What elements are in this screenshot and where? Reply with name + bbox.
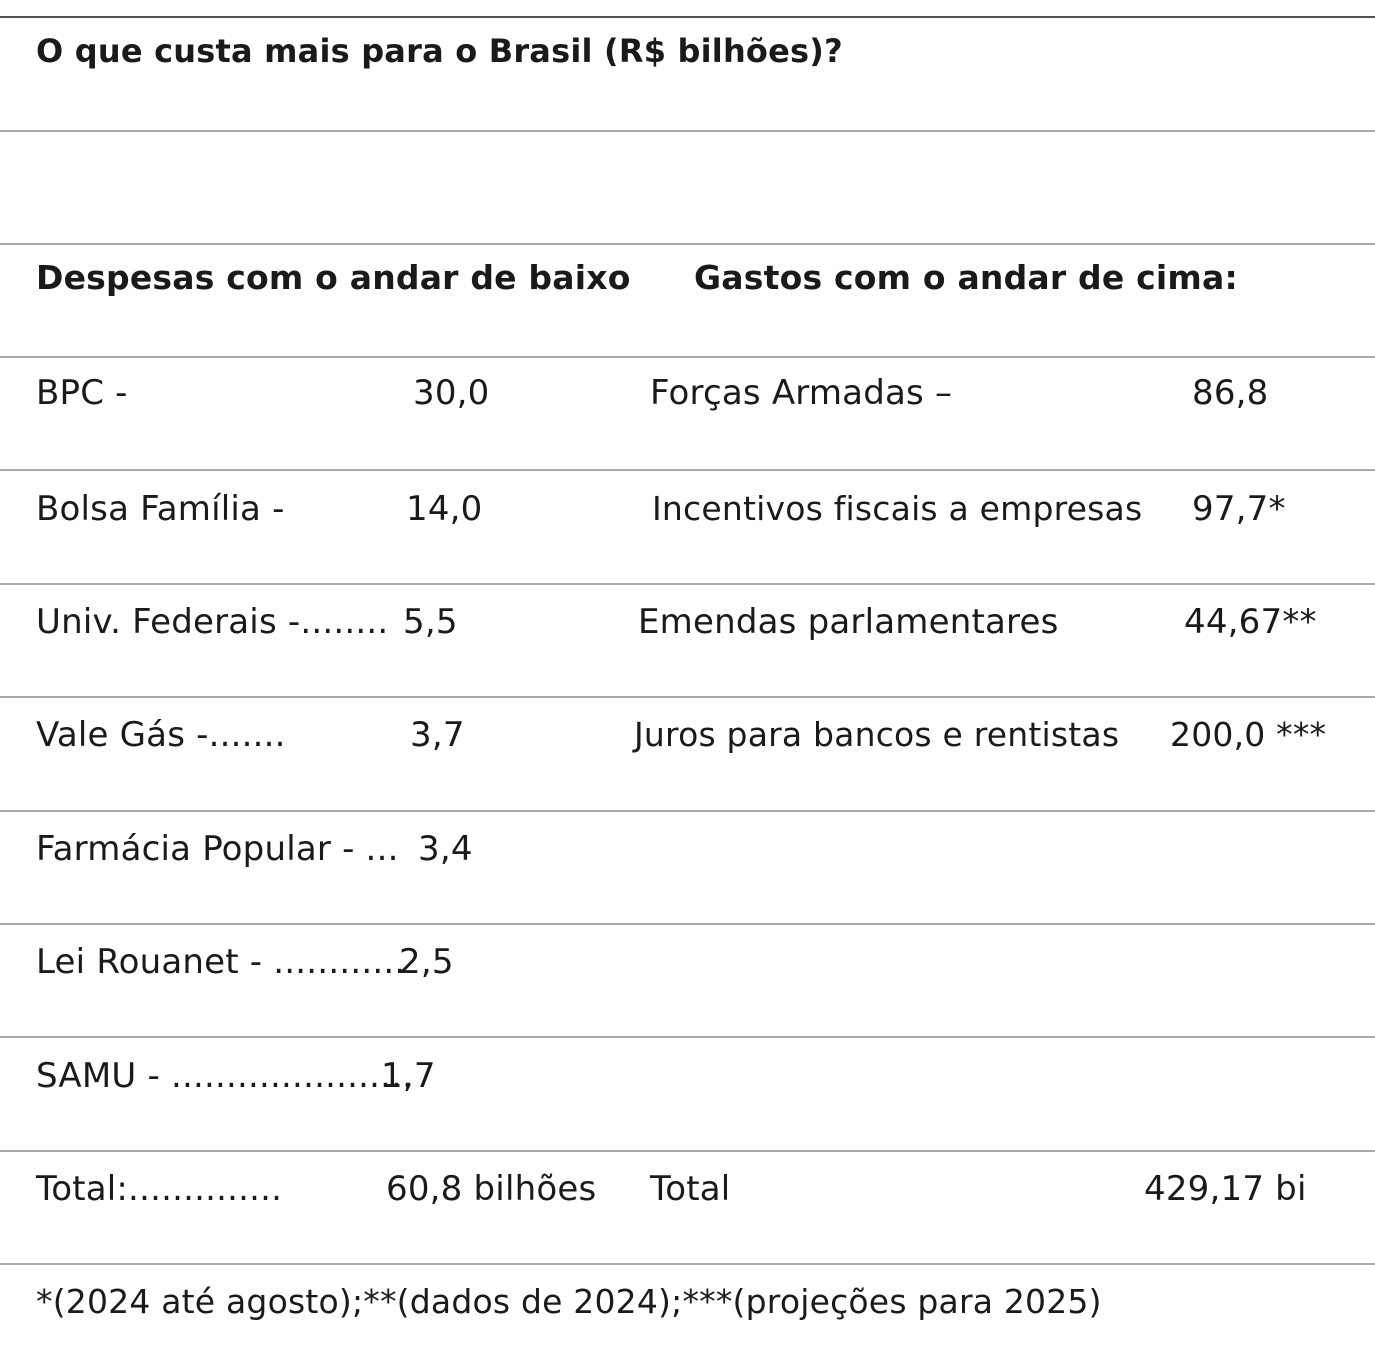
- row-label-left: BPC -: [36, 373, 128, 413]
- row-divider: [0, 243, 1375, 245]
- row-divider: [0, 130, 1375, 132]
- row-value-left: 3,4: [418, 829, 473, 869]
- row-value-left: 14,0: [406, 489, 483, 529]
- row-divider: [0, 1036, 1375, 1038]
- total-label-right: Total: [650, 1169, 731, 1209]
- column-header-right: Gastos com o andar de cima:: [694, 258, 1238, 297]
- row-label-left: Univ. Federais -........: [36, 602, 389, 642]
- row-value-right: 86,8: [1192, 373, 1269, 413]
- row-label-right: Forças Armadas –: [650, 373, 953, 413]
- row-label-right: Incentivos fiscais a empresas: [652, 489, 1143, 528]
- row-label-left: Farmácia Popular - ...: [36, 829, 399, 869]
- row-value-right: 44,67**: [1184, 602, 1317, 642]
- row-divider: [0, 1150, 1375, 1152]
- row-divider: [0, 1263, 1375, 1265]
- total-value-right: 429,17 bi: [1144, 1169, 1307, 1209]
- row-label-right: Emendas parlamentares: [638, 602, 1059, 642]
- column-header-left: Despesas com o andar de baixo: [36, 258, 631, 297]
- row-value-left: 2,5: [399, 942, 454, 982]
- table-border-top: [0, 16, 1375, 18]
- table-title: O que custa mais para o Brasil (R$ bilhõ…: [36, 32, 843, 70]
- row-divider: [0, 696, 1375, 698]
- footnote: *(2024 até agosto);**(dados de 2024);***…: [36, 1282, 1102, 1321]
- row-label-left: SAMU - ......................: [36, 1056, 414, 1096]
- row-label-left: Vale Gás -.......: [36, 715, 286, 755]
- row-value-right: 97,7*: [1192, 489, 1286, 529]
- row-value-left: 30,0: [413, 373, 490, 413]
- row-value-left: 3,7: [410, 715, 465, 755]
- row-divider: [0, 810, 1375, 812]
- total-value-left: 60,8 bilhões: [386, 1169, 597, 1209]
- row-value-left: 1,7: [381, 1056, 436, 1096]
- row-label-right: Juros para bancos e rentistas: [634, 715, 1120, 754]
- row-label-left: Lei Rouanet - ............: [36, 942, 406, 982]
- total-label-left: Total:..............: [36, 1169, 283, 1209]
- row-label-left: Bolsa Família -: [36, 489, 285, 529]
- row-value-right: 200,0 ***: [1170, 715, 1327, 754]
- row-divider: [0, 469, 1375, 471]
- row-value-left: 5,5: [403, 602, 458, 642]
- row-divider: [0, 923, 1375, 925]
- row-divider: [0, 583, 1375, 585]
- row-divider: [0, 356, 1375, 358]
